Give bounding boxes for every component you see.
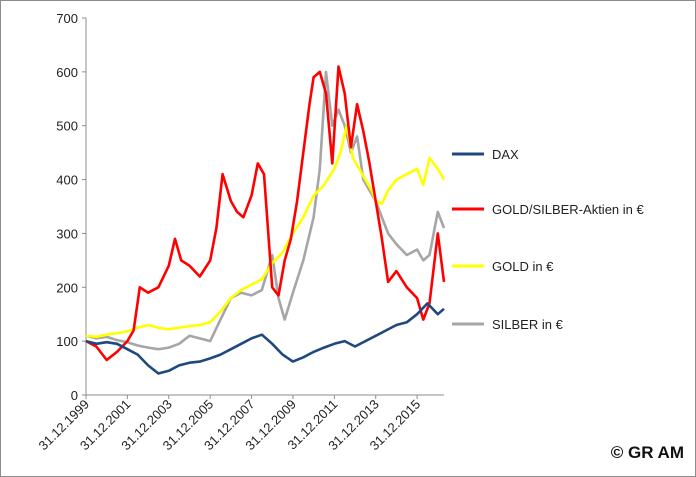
y-tick-label: 700 <box>56 11 78 26</box>
series-line-gold-silber-aktien-in <box>85 65 446 362</box>
legend-label: SILBER in € <box>492 317 564 332</box>
y-tick-label: 500 <box>56 119 78 134</box>
legend-label: DAX <box>492 147 519 162</box>
legend: DAX GOLD/SILBER-Aktien in € GOLD in € SILBE… <box>452 147 644 332</box>
series-line-gold-in <box>85 124 446 339</box>
series-line-silber-in <box>85 70 446 351</box>
legend-label: GOLD/SILBER-Aktien in € <box>492 202 644 217</box>
y-axis-tick-labels: 0 100 200 300 400 500 600 700 <box>56 11 78 403</box>
y-tick-label: 300 <box>56 226 78 241</box>
copyright-label: © GR AM <box>610 443 684 462</box>
y-tick-label: 0 <box>71 388 78 403</box>
legend-label: GOLD in € <box>492 259 554 274</box>
series-lines <box>85 65 446 375</box>
x-axis-tick-labels: 31.12.199931.12.200131.12.200331.12.2005… <box>35 397 423 454</box>
y-tick-label: 100 <box>56 334 78 349</box>
chart-axes <box>82 17 444 399</box>
y-tick-label: 400 <box>56 173 78 188</box>
y-tick-label: 200 <box>56 280 78 295</box>
y-tick-label: 600 <box>56 65 78 80</box>
series-line-dax <box>85 302 445 375</box>
